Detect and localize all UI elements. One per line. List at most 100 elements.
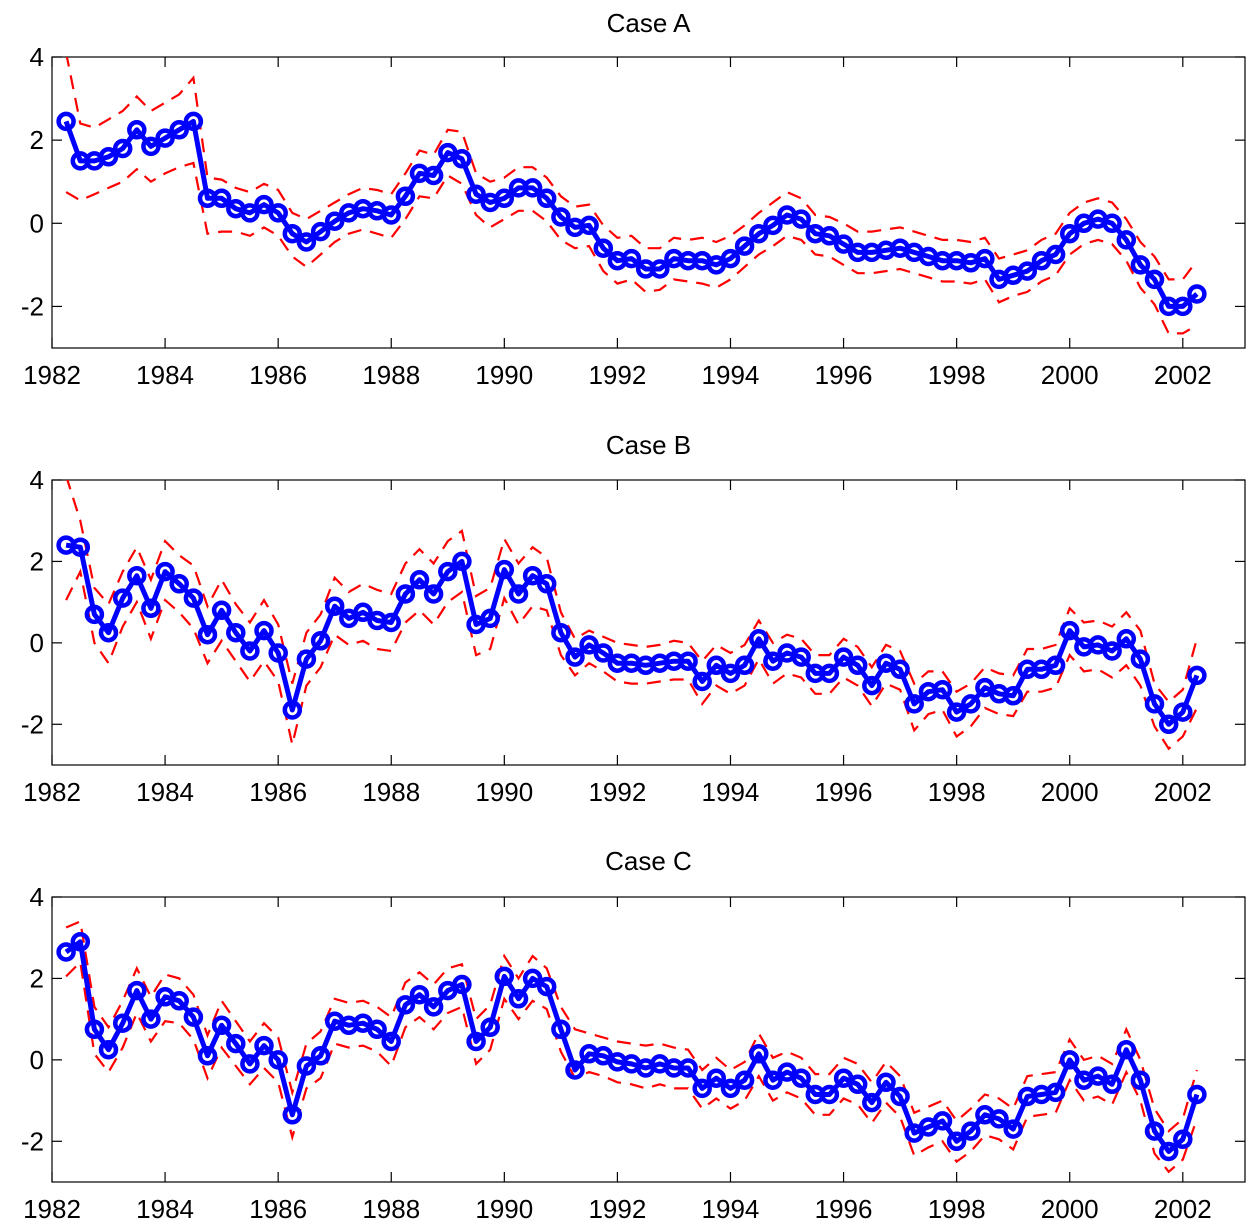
data-point-marker — [579, 215, 599, 236]
plot-frame — [51, 56, 1246, 349]
data-point-marker — [904, 694, 924, 714]
data-point-marker — [268, 1050, 288, 1070]
data-point-marker — [565, 647, 585, 667]
data-point-marker — [127, 980, 147, 1001]
data-point-marker — [1102, 213, 1122, 234]
data-point-marker — [254, 620, 274, 641]
x-tick-label: 1988 — [362, 777, 420, 807]
data-point-marker — [466, 1031, 486, 1052]
data-point-marker — [1173, 702, 1193, 722]
data-point-marker — [381, 612, 401, 633]
data-point-marker — [112, 138, 133, 159]
data-point-marker — [593, 238, 614, 258]
data-point-marker — [692, 1078, 712, 1099]
data-point-marker — [381, 205, 401, 225]
x-tick-label: 1988 — [362, 360, 420, 390]
data-point-marker — [791, 647, 811, 667]
x-tick-label: 1998 — [928, 360, 986, 390]
data-point-marker — [749, 1044, 769, 1064]
data-point-marker — [211, 188, 232, 209]
data-point-marker — [112, 588, 133, 608]
data-point-marker — [565, 1060, 585, 1080]
chart-panel-a: Case A 1982 1984 1986 1988 1990 1992 1994 1996 19… — [21, 8, 1246, 390]
data-point-marker — [791, 1068, 811, 1088]
data-point-marker — [1045, 655, 1066, 676]
data-point-marker — [508, 989, 529, 1009]
data-point-marker — [84, 604, 105, 625]
x-tick-label: 1988 — [362, 1194, 420, 1224]
data-point-marker — [310, 1046, 331, 1066]
data-point-marker — [70, 537, 91, 557]
data-point-marker — [381, 1031, 401, 1052]
data-point-marker — [56, 942, 76, 962]
data-point-marker — [56, 111, 76, 132]
data-point-marker — [1187, 665, 1207, 686]
chart-title: Case C — [605, 846, 692, 876]
series-group — [56, 57, 1207, 335]
data-point-marker — [791, 209, 811, 229]
data-point-marker — [98, 1039, 119, 1060]
x-tick-label: 1998 — [928, 1194, 986, 1224]
data-point-marker — [268, 643, 288, 663]
chart-title: Case A — [607, 8, 691, 38]
data-point-marker — [254, 1035, 274, 1056]
data-point-marker — [522, 178, 543, 198]
data-point-marker — [1017, 261, 1038, 281]
data-point-marker — [763, 651, 783, 671]
data-point-marker — [423, 584, 444, 604]
data-point-marker — [452, 551, 472, 572]
x-tick-label: 1994 — [702, 360, 760, 390]
data-point-marker — [183, 1007, 204, 1027]
data-point-marker — [961, 694, 981, 714]
data-point-marker — [282, 700, 303, 720]
data-point-marker — [1059, 620, 1080, 641]
data-point-marker — [734, 655, 755, 676]
y-tick-label: -2 — [21, 291, 44, 321]
x-tick-label: 2000 — [1041, 360, 1099, 390]
data-point-marker — [946, 1131, 967, 1152]
data-point-marker — [1102, 1074, 1122, 1095]
data-point-marker — [169, 120, 189, 140]
data-point-marker — [183, 588, 204, 608]
series-lower-band-line — [65, 161, 1198, 335]
data-point-marker — [1173, 296, 1193, 317]
y-tick-label: 4 — [30, 882, 44, 912]
data-point-marker — [706, 1068, 727, 1088]
x-tick-label: 2002 — [1154, 1194, 1212, 1224]
data-point-marker — [678, 1058, 698, 1078]
data-point-marker — [211, 600, 232, 621]
data-point-marker — [522, 565, 543, 586]
data-point-marker — [226, 622, 246, 643]
data-point-marker — [749, 223, 769, 244]
data-point-marker — [296, 649, 317, 669]
x-tick-label: 2000 — [1041, 777, 1099, 807]
data-point-marker — [409, 984, 430, 1005]
data-point-marker — [833, 234, 854, 254]
data-point-marker — [1102, 641, 1122, 661]
data-point-marker — [98, 622, 119, 643]
data-point-marker — [890, 659, 910, 680]
x-tick-label: 1982 — [23, 1194, 81, 1224]
x-tick-label: 1992 — [588, 1194, 646, 1224]
data-point-marker — [862, 675, 882, 696]
data-point-marker — [1144, 694, 1165, 714]
data-point-marker — [763, 215, 783, 236]
data-point-marker — [423, 997, 444, 1017]
data-point-marker — [819, 226, 840, 246]
x-tick-label: 1996 — [815, 360, 873, 390]
data-point-marker — [367, 1019, 387, 1040]
data-point-marker — [847, 1074, 868, 1095]
data-point-marker — [141, 598, 161, 619]
data-point-marker — [211, 1015, 232, 1036]
data-point-marker — [833, 647, 854, 667]
data-point-marker — [452, 974, 472, 995]
x-tick-label: 1994 — [702, 1194, 760, 1224]
x-tick-label: 1982 — [23, 777, 81, 807]
y-tick-label: 0 — [30, 628, 44, 658]
data-point-marker — [1045, 1082, 1066, 1103]
series-upper-band-line — [66, 480, 1198, 704]
data-point-marker — [169, 574, 189, 594]
data-point-marker — [1173, 1129, 1193, 1150]
series-estimate-line — [64, 939, 1200, 1154]
data-point-marker — [720, 663, 741, 684]
